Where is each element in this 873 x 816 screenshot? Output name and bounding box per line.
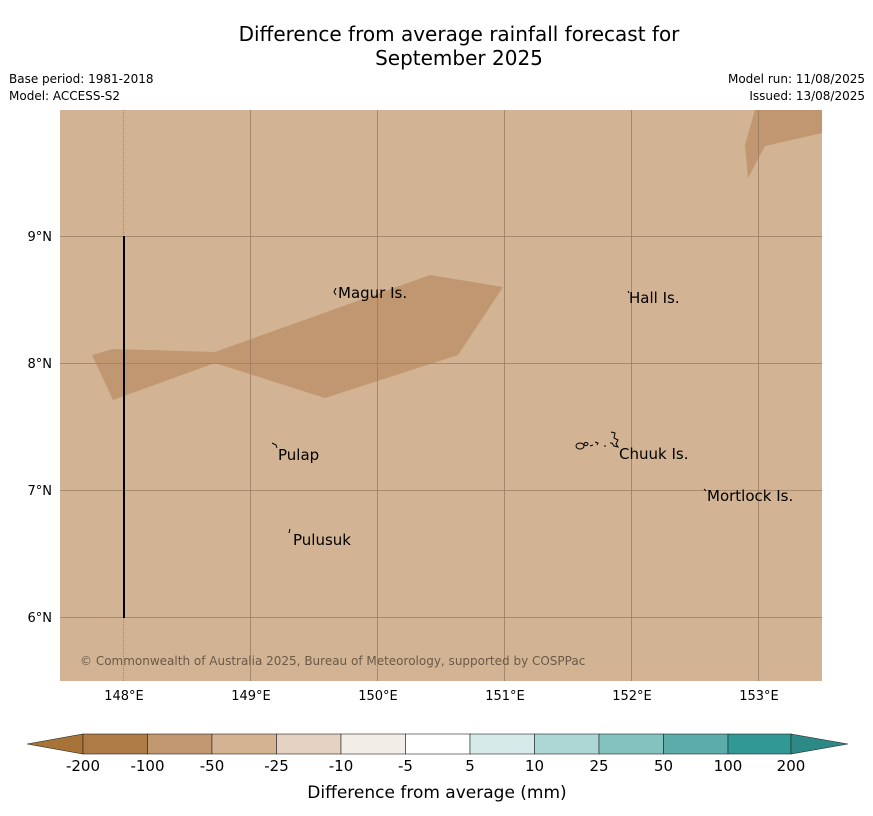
anomaly-zone-northeast <box>745 110 822 178</box>
colorbar-bin <box>469 733 535 755</box>
colorbar-bin <box>534 733 600 755</box>
island-pulusuk <box>288 528 291 534</box>
place-mortlock: Mortlock Is. <box>707 487 793 505</box>
colorbar-extend-high <box>790 733 849 755</box>
place-pulap: Pulap <box>278 446 319 464</box>
colorbar-bin <box>340 733 406 755</box>
colorbar-labels: -200 -100 -50 -25 -10 -5 5 10 25 50 100 … <box>66 757 805 775</box>
colorbar-bin <box>598 733 664 755</box>
colorbar-bin <box>82 733 148 755</box>
base-period: Base period: 1981-2018 <box>9 72 154 86</box>
lat-label-8n: 8°N <box>28 357 53 372</box>
colorbar-label: 200 <box>777 757 806 775</box>
colorbar-label: -200 <box>66 757 100 775</box>
copyright-text: © Commonwealth of Australia 2025, Bureau… <box>80 654 585 668</box>
lon-label-153e: 153°E <box>739 689 779 704</box>
place-chuuk: Chuuk Is. <box>619 445 688 463</box>
lat-label-7n: 7°N <box>28 484 53 499</box>
colorbar-label: -100 <box>130 757 164 775</box>
colorbar-bin <box>276 733 342 755</box>
lon-label-151e: 151°E <box>485 689 525 704</box>
colorbar-label: 10 <box>525 757 544 775</box>
colorbar-label: 25 <box>589 757 608 775</box>
place-magur: Magur Is. <box>338 284 407 302</box>
colorbar <box>26 733 849 755</box>
lon-label-150e: 150°E <box>358 689 398 704</box>
colorbar-bin <box>663 733 729 755</box>
model-name: Model: ACCESS-S2 <box>9 89 121 103</box>
graticule <box>60 110 822 681</box>
colorbar-label: -25 <box>264 757 289 775</box>
islands <box>271 287 707 534</box>
colorbar-label: 5 <box>465 757 475 775</box>
colorbar-label: -50 <box>200 757 225 775</box>
issued-date: Issued: 13/08/2025 <box>749 89 865 103</box>
meta-right: Model run: 11/08/2025 Issued: 13/08/2025 <box>728 71 865 105</box>
island-hall <box>627 290 630 294</box>
anomaly-zone-central <box>92 275 503 400</box>
colorbar-bin <box>211 733 277 755</box>
island-pulap <box>271 442 278 449</box>
colorbar-bin <box>727 733 792 755</box>
model-run: Model run: 11/08/2025 <box>727 72 865 86</box>
colorbar-extend-low <box>26 733 84 755</box>
lon-label-152e: 152°E <box>612 689 652 704</box>
colorbar-title: Difference from average (mm) <box>307 783 566 803</box>
colorbar-label: 100 <box>714 757 743 775</box>
lon-label-148e: 148°E <box>104 689 144 704</box>
colorbar-label: -10 <box>329 757 354 775</box>
colorbar-label: -5 <box>398 757 413 775</box>
title-line-2: September 2025 <box>375 46 543 70</box>
lat-label-9n: 9°N <box>28 230 53 245</box>
place-hall: Hall Is. <box>629 289 680 307</box>
place-pulusuk: Pulusuk <box>293 531 351 549</box>
colorbar-bin <box>405 733 471 755</box>
colorbar-bin <box>147 733 213 755</box>
meta-left: Base period: 1981-2018 Model: ACCESS-S2 <box>9 71 154 105</box>
island-chuuk <box>575 431 620 450</box>
lon-label-149e: 149°E <box>231 689 271 704</box>
colorbar-label: 50 <box>654 757 673 775</box>
island-mortlock <box>703 488 707 492</box>
title-line-1: Difference from average rainfall forecas… <box>238 22 680 46</box>
lat-label-6n: 6°N <box>28 611 53 626</box>
chart-title: Difference from average rainfall forecas… <box>0 22 873 70</box>
map-background <box>60 110 822 681</box>
island-magur <box>333 287 337 296</box>
